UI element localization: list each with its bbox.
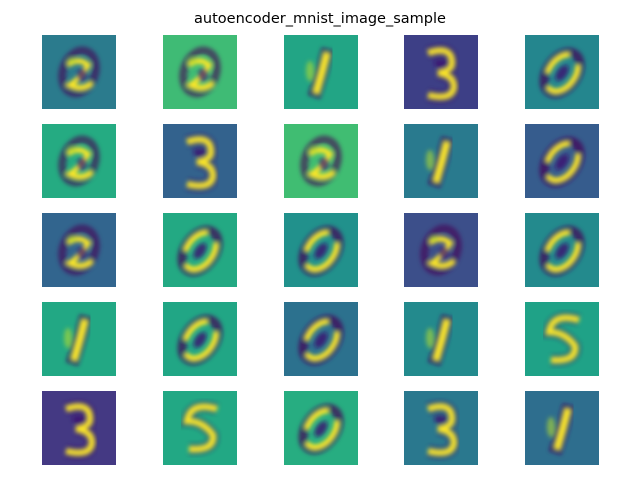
image-tile-r3-c3 [404,302,478,376]
image-tile-r2-c2 [284,213,358,287]
image-tile-r1-c2 [284,124,358,198]
image-tile-r1-c4 [525,124,599,198]
image-tile-r4-c4 [525,391,599,465]
image-tile-r3-c0 [42,302,116,376]
image-tile-r0-c0 [42,35,116,109]
image-tile-r4-c1 [163,391,237,465]
image-tile-r1-c1 [163,124,237,198]
image-tile-r2-c0 [42,213,116,287]
image-tile-r2-c1 [163,213,237,287]
image-tile-r1-c3 [404,124,478,198]
image-tile-r3-c1 [163,302,237,376]
image-tile-r0-c3 [404,35,478,109]
image-tile-r4-c3 [404,391,478,465]
image-tile-r2-c3 [404,213,478,287]
image-tile-r4-c2 [284,391,358,465]
image-tile-r3-c4 [525,302,599,376]
chart-title: autoencoder_mnist_image_sample [194,11,446,27]
image-tile-r0-c2 [284,35,358,109]
image-tile-r0-c1 [163,35,237,109]
image-tile-r4-c0 [42,391,116,465]
image-tile-r3-c2 [284,302,358,376]
image-tile-r2-c4 [525,213,599,287]
image-tile-r1-c0 [42,124,116,198]
image-tile-r0-c4 [525,35,599,109]
